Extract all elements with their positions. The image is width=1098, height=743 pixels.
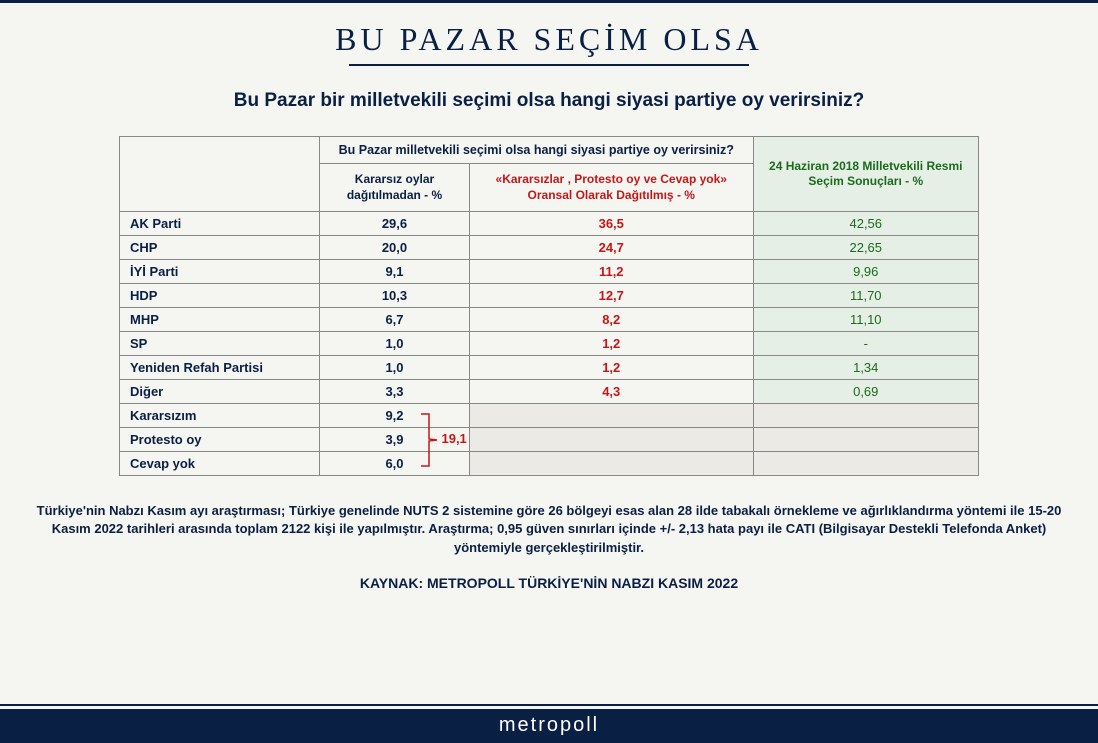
party-name: İYİ Parti <box>120 260 320 284</box>
header-top: Bu Pazar milletvekili seçimi olsa hangi … <box>320 137 754 164</box>
source-text: KAYNAK: METROPOLL TÜRKİYE'NİN NABZI KASI… <box>0 575 1098 591</box>
value-undistributed: 1,0 <box>320 356 470 380</box>
table-row: MHP6,78,211,10 <box>120 308 979 332</box>
table-row: Kararsızım9,2 <box>120 404 979 428</box>
value-2018 <box>753 428 978 452</box>
table-row: İYİ Parti9,111,29,96 <box>120 260 979 284</box>
header-col3: 24 Haziran 2018 Milletvekili Resmi Seçim… <box>753 137 978 212</box>
value-distributed: 24,7 <box>469 236 753 260</box>
value-distributed: 1,2 <box>469 356 753 380</box>
value-distributed: 1,2 <box>469 332 753 356</box>
value-undistributed: 9,2 <box>320 404 470 428</box>
value-undistributed: 9,1 <box>320 260 470 284</box>
table-row: SP1,01,2- <box>120 332 979 356</box>
table-row: Yeniden Refah Partisi1,01,21,34 <box>120 356 979 380</box>
value-undistributed: 3,3 <box>320 380 470 404</box>
value-undistributed: 29,6 <box>320 212 470 236</box>
top-border <box>0 0 1098 3</box>
value-2018: 1,34 <box>753 356 978 380</box>
party-name: HDP <box>120 284 320 308</box>
party-name: SP <box>120 332 320 356</box>
table-row: CHP20,024,722,65 <box>120 236 979 260</box>
footer-band: metropoll <box>0 704 1098 743</box>
party-name: Kararsızım <box>120 404 320 428</box>
value-2018: 0,69 <box>753 380 978 404</box>
value-2018 <box>753 404 978 428</box>
party-name: MHP <box>120 308 320 332</box>
value-distributed: 36,5 <box>469 212 753 236</box>
value-undistributed: 6,7 <box>320 308 470 332</box>
party-name: CHP <box>120 236 320 260</box>
header-empty <box>120 137 320 212</box>
value-2018: 9,96 <box>753 260 978 284</box>
party-name: Diğer <box>120 380 320 404</box>
footer-bar: metropoll <box>0 709 1098 743</box>
value-distributed: 8,2 <box>469 308 753 332</box>
value-distributed <box>469 404 753 428</box>
table-row: Cevap yok6,0 <box>120 452 979 476</box>
table-row: HDP10,312,711,70 <box>120 284 979 308</box>
methodology-text: Türkiye'nin Nabzı Kasım ayı araştırması;… <box>0 502 1098 557</box>
value-undistributed: 1,0 <box>320 332 470 356</box>
value-2018: - <box>753 332 978 356</box>
table-row: AK Parti29,636,542,56 <box>120 212 979 236</box>
header-col1: Kararsız oylar dağıtılmadan - % <box>320 164 470 212</box>
value-undistributed: 6,0 <box>320 452 470 476</box>
subtitle: Bu Pazar bir milletvekili seçimi olsa ha… <box>0 90 1098 112</box>
value-2018: 42,56 <box>753 212 978 236</box>
party-name: AK Parti <box>120 212 320 236</box>
value-2018: 11,10 <box>753 308 978 332</box>
value-distributed: 4,3 <box>469 380 753 404</box>
value-undistributed: 3,9 <box>320 428 470 452</box>
main-title: BU PAZAR SEÇİM OLSA <box>0 21 1098 58</box>
value-distributed: 12,7 <box>469 284 753 308</box>
table-row: Diğer3,34,30,69 <box>120 380 979 404</box>
value-distributed: 11,2 <box>469 260 753 284</box>
header-col2: «Kararsızlar , Protesto oy ve Cevap yok»… <box>469 164 753 212</box>
value-undistributed: 20,0 <box>320 236 470 260</box>
poll-table: Bu Pazar milletvekili seçimi olsa hangi … <box>119 136 979 476</box>
party-name: Yeniden Refah Partisi <box>120 356 320 380</box>
value-2018 <box>753 452 978 476</box>
value-2018: 22,65 <box>753 236 978 260</box>
value-2018: 11,70 <box>753 284 978 308</box>
party-name: Protesto oy <box>120 428 320 452</box>
table-row: Protesto oy3,9 <box>120 428 979 452</box>
title-underline <box>349 64 749 66</box>
value-distributed <box>469 452 753 476</box>
footer-line <box>0 704 1098 706</box>
poll-table-wrap: Bu Pazar milletvekili seçimi olsa hangi … <box>119 136 979 476</box>
value-distributed <box>469 428 753 452</box>
party-name: Cevap yok <box>120 452 320 476</box>
value-undistributed: 10,3 <box>320 284 470 308</box>
